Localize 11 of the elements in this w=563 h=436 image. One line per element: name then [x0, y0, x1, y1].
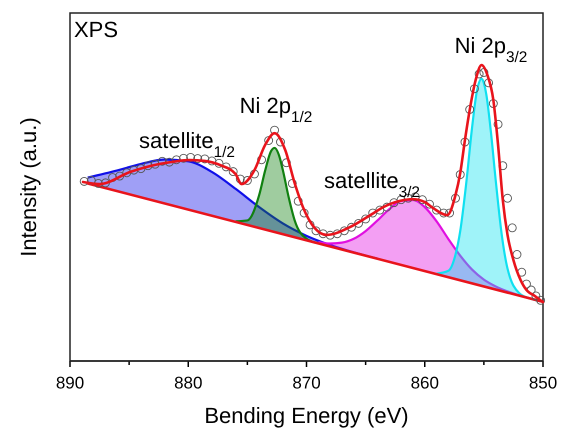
annotation: Ni 2p$_{3/2}$ — [454, 33, 528, 66]
x-axis-title: Bending Energy (eV) — [204, 403, 409, 428]
annotation: satellite$_{1/2}$ — [139, 128, 235, 160]
annotation: Ni 2p$_{1/2}$ — [240, 93, 312, 126]
text: XPS — [74, 17, 118, 42]
x-tick-label: 870 — [292, 374, 321, 393]
x-tick-label: 860 — [410, 374, 439, 393]
x-tick-label: 890 — [56, 374, 84, 393]
x-tick-label: 850 — [528, 374, 558, 393]
x-tick-label: 880 — [174, 374, 202, 393]
y-axis-title: Intensity (a.u.) — [16, 117, 41, 257]
